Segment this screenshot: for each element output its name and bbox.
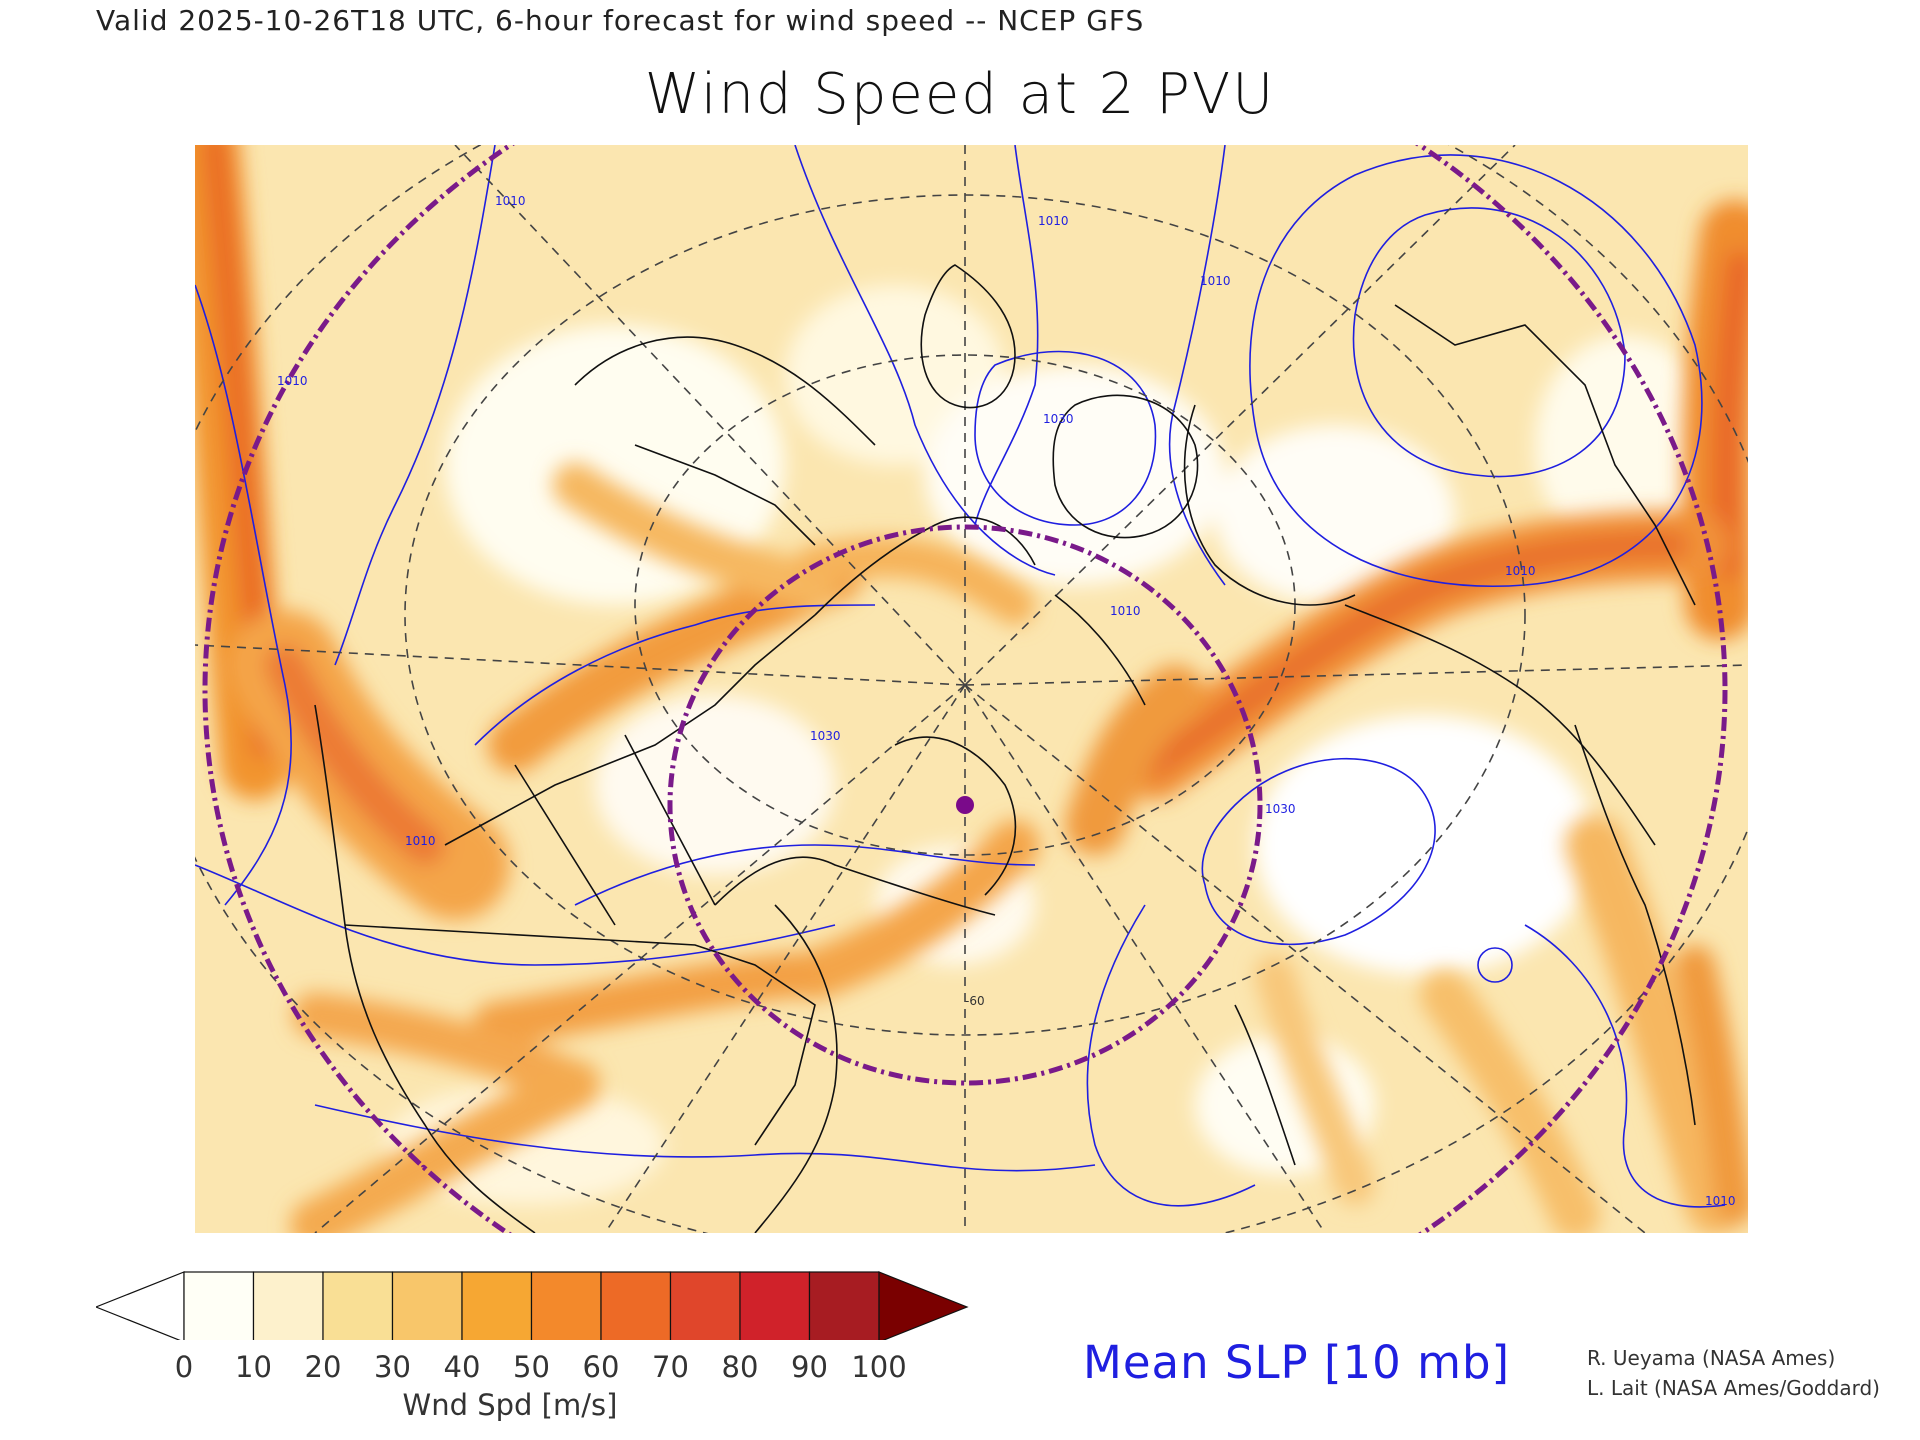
pole-marker — [956, 796, 974, 814]
contour-label: 1030 — [810, 729, 841, 743]
coastlines — [314, 264, 1696, 1233]
colorbar-tick-label: 90 — [791, 1350, 828, 1384]
colorbar-tick-label: 0 — [174, 1350, 194, 1384]
contour-label: 1010 — [1505, 564, 1536, 578]
contour-labels: 1010 1010 1010 1030 1010 1010 1030 1010 … — [277, 194, 1736, 1208]
colorbar-tick-label: 40 — [443, 1350, 481, 1384]
contour-label: 1010 — [1200, 274, 1231, 288]
colorbar-tick-label: 70 — [652, 1350, 689, 1384]
slp-overlay-label: Mean SLP [10 mb] — [1083, 1336, 1511, 1389]
colorbar-swatch — [530, 1271, 602, 1343]
graticule-label: -60 — [965, 994, 985, 1008]
colorbar-tick-label: 20 — [304, 1350, 342, 1384]
contour-label: 1030 — [1043, 412, 1074, 426]
map-title: Wind Speed at 2 PVU — [644, 62, 1276, 127]
colorbar-swatch — [461, 1271, 533, 1343]
contour-label: 1030 — [1265, 802, 1296, 816]
colorbar — [94, 1271, 969, 1343]
colorbar-tick-label: 50 — [513, 1350, 550, 1384]
credit-line-2: L. Lait (NASA Ames/Goddard) — [1587, 1376, 1880, 1400]
colorbar-legend — [94, 1260, 986, 1430]
colorbar-tick-label: 10 — [235, 1350, 272, 1384]
valid-time-header: Valid 2025-10-26T18 UTC, 6-hour forecast… — [96, 4, 1145, 37]
colorbar-tick-label: 60 — [582, 1350, 620, 1384]
colorbar-swatch — [183, 1271, 255, 1343]
colorbar-swatch — [391, 1271, 463, 1343]
colorbar-label: Wnd Spd [m/s] — [402, 1388, 618, 1422]
colorbar-swatch — [669, 1271, 741, 1343]
map-svg: 1010 1010 1010 1030 1010 1010 1030 1010 … — [195, 145, 1748, 1233]
projection-circles — [202, 145, 1728, 1233]
colorbar-swatch — [739, 1271, 811, 1343]
contour-label: 1010 — [405, 834, 436, 848]
contour-label: 1010 — [277, 374, 308, 388]
contour-label: 1010 — [1705, 1194, 1736, 1208]
jet-streams — [195, 145, 1748, 1233]
credit-line-1: R. Ueyama (NASA Ames) — [1587, 1346, 1836, 1370]
contour-label: 1010 — [495, 194, 526, 208]
wind-speed-map[interactable]: 1010 1010 1010 1030 1010 1010 1030 1010 … — [195, 145, 1748, 1233]
colorbar-swatch — [600, 1271, 672, 1343]
contour-label: 1010 — [1110, 604, 1141, 618]
graticule — [195, 145, 1748, 1233]
colorbar-tick-label: 30 — [374, 1350, 411, 1384]
slp-isobars — [195, 145, 1726, 1208]
colorbar-swatch — [808, 1271, 880, 1343]
contour-label: 1010 — [1038, 214, 1069, 228]
colorbar-tick-label: 100 — [851, 1350, 907, 1384]
colorbar-over-arrow — [878, 1271, 969, 1343]
colorbar-swatch — [322, 1271, 394, 1343]
colorbar-under-arrow — [94, 1271, 185, 1343]
colorbar-swatch — [252, 1271, 324, 1343]
colorbar-tick-label: 80 — [721, 1350, 759, 1384]
